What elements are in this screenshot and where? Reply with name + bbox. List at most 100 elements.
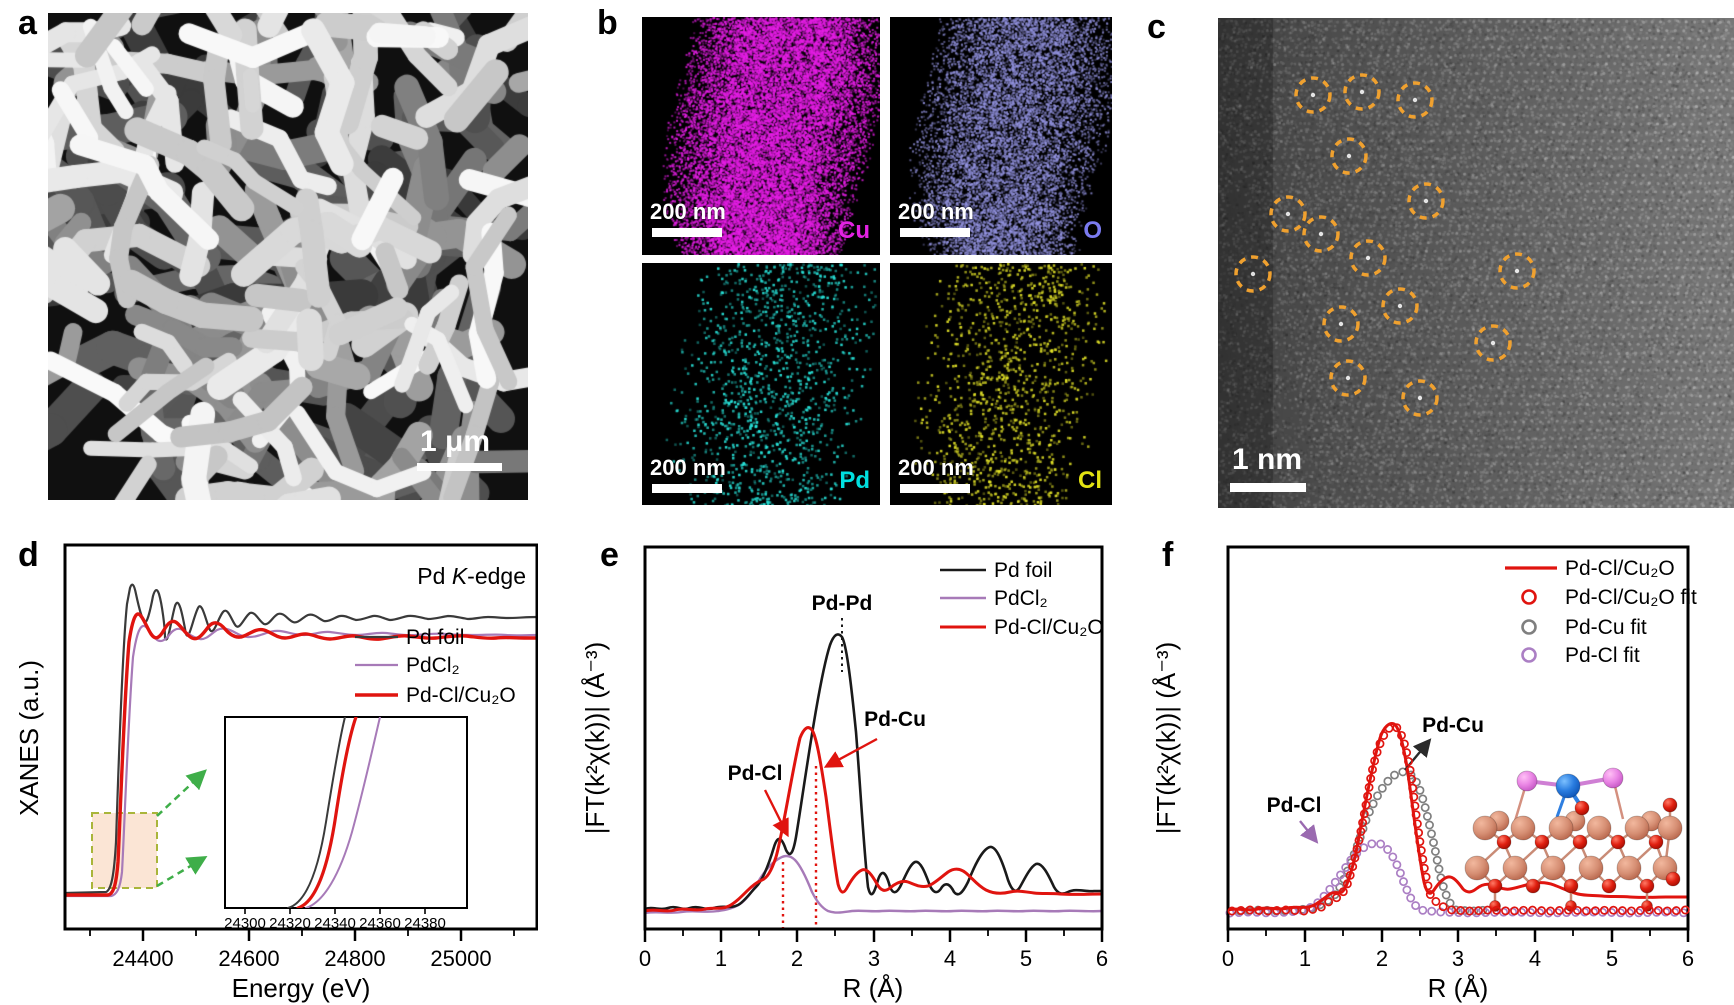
sem-scalebar-label: 1 μm: [420, 425, 491, 458]
f-ann-pd-cu: Pd-Cu: [1422, 714, 1484, 737]
xanes-pdcl-cu2o: [65, 612, 537, 897]
eds-cu-element-label: Cu: [838, 217, 870, 244]
exafs-pdcl-cu2o: [645, 726, 1102, 913]
f-tick-5: 5: [1606, 946, 1618, 971]
xanes-legend: Pd foil PdCl₂ Pd-Cl/Cu₂O: [355, 626, 516, 707]
eds-cl-scalebar-label: 200 nm: [898, 455, 974, 480]
xanes-minor-ticks: [89, 929, 515, 936]
xanes-title: Pd K-edge: [417, 563, 526, 589]
xanes-tick-24600: 24600: [218, 946, 279, 971]
f-tick-0: 0: [1222, 946, 1234, 971]
f-legend-circle-pdcufit: [1521, 619, 1537, 635]
e-legend-label-pd-foil: Pd foil: [994, 559, 1052, 582]
e-ylabel: |FT(k²χ(k))| (Å⁻³): [580, 642, 610, 834]
ann-pd-pd: Pd-Pd: [812, 592, 873, 615]
f-legend-circle-redfit: [1521, 589, 1537, 605]
eds-map-pd-image: [642, 263, 880, 505]
inset-ticks: [244, 908, 426, 914]
e-tick-4: 4: [944, 946, 956, 971]
inset-pd-foil: [287, 717, 346, 908]
stem-scalebar: [1230, 483, 1306, 492]
f-minor-ticks: [1265, 929, 1651, 936]
f-ann-pd-cl-arrow: [1299, 820, 1319, 844]
panel-label-c: c: [1147, 8, 1166, 46]
e-legend-label-pdcl-cu2o: Pd-Cl/Cu₂O: [994, 616, 1104, 639]
e-legend-label-pdcl2: PdCl₂: [994, 587, 1048, 610]
cu2o-pd-cl-model: [1464, 767, 1683, 912]
legend-label-pd-foil: Pd foil: [406, 626, 464, 649]
eds-map-cu: 200 nm Cu: [642, 17, 880, 255]
exafs-minor-ticks: [682, 929, 1065, 936]
f-ann-pd-cl: Pd-Cl: [1267, 794, 1322, 817]
eds-map-pd: 200 nm Pd: [642, 263, 880, 505]
exafs-fit-pdcl-cu2o-line: [1227, 722, 1688, 912]
eds-map-cl-image: [890, 263, 1112, 505]
e-tick-0: 0: [639, 946, 651, 971]
stem-image: [1218, 18, 1734, 508]
xanes-tick-25000: 25000: [430, 946, 491, 971]
f-legend-label-line: Pd-Cl/Cu₂O: [1565, 557, 1675, 580]
exafs-legend: Pd foil PdCl₂ Pd-Cl/Cu₂O: [940, 559, 1104, 639]
exafs-fit-legend: Pd-Cl/Cu₂O Pd-Cl/Cu₂O fit Pd-Cu fit Pd-C…: [1505, 557, 1697, 667]
eds-cl-scalebar: [900, 484, 970, 493]
panel-label-f: f: [1162, 536, 1174, 574]
eds-map-o: 200 nm O: [890, 17, 1112, 255]
f-legend-circle-pdclfit: [1521, 647, 1537, 663]
e-tick-2: 2: [791, 946, 803, 971]
fit-pd-cu-guide: [1240, 772, 1488, 911]
f-legend-label-pdclfit: Pd-Cl fit: [1565, 644, 1640, 667]
xanes-tick-24400: 24400: [112, 946, 173, 971]
xanes-inset-frame: [224, 716, 468, 909]
sem-scalebar: [417, 463, 502, 471]
xanes-major-ticks: [141, 929, 463, 941]
e-tick-5: 5: [1020, 946, 1032, 971]
panel-label-e: e: [600, 536, 619, 574]
exafs-pd-foil: [645, 633, 1102, 911]
exafs-chart: Pd-Pd Pd-Cu Pd-Cl 0 1 2 3 4 5 6 R (Å) |F…: [580, 545, 1108, 1003]
f-xlabel: R (Å): [1428, 973, 1489, 1003]
eds-pd-scalebar: [652, 484, 722, 493]
xanes-frame: [63, 543, 538, 931]
e-xlabel: R (Å): [843, 973, 904, 1003]
ann-pd-cu-arrow: [823, 737, 878, 768]
f-ylabel: |FT(k²χ(k))| (Å⁻³): [1151, 642, 1181, 834]
panel-label-b: b: [597, 4, 618, 42]
xanes-tick-24800: 24800: [324, 946, 385, 971]
xanes-xlabel: Energy (eV): [232, 973, 371, 1003]
f-legend-label-redfit: Pd-Cl/Cu₂O fit: [1565, 586, 1697, 609]
panel-label-a: a: [18, 4, 37, 42]
sem-image-panel: 1 μm: [48, 13, 528, 500]
eds-cu-scalebar-label: 200 nm: [650, 199, 726, 224]
zoom-arrow-upper: [156, 769, 207, 817]
ann-pd-cu: Pd-Cu: [864, 708, 926, 731]
f-tick-2: 2: [1376, 946, 1388, 971]
ann-pd-cl-arrow: [763, 789, 789, 838]
eds-o-scalebar: [900, 228, 970, 237]
e-tick-1: 1: [715, 946, 727, 971]
eds-pd-scalebar-label: 200 nm: [650, 455, 726, 480]
legend-label-pdcl-cu2o: Pd-Cl/Cu₂O: [406, 684, 516, 707]
inset-pdcl2: [305, 717, 381, 908]
exafs-major-ticks: [643, 929, 1104, 942]
f-legend-label-pdcufit: Pd-Cu fit: [1565, 616, 1647, 639]
stem-scalebar-label: 1 nm: [1232, 443, 1303, 476]
panel-label-d: d: [18, 536, 39, 574]
stem-image-panel: 1 nm: [1218, 18, 1734, 508]
sem-image: [48, 13, 528, 500]
zoom-arrow-lower: [156, 855, 208, 888]
f-major-ticks: [1226, 929, 1690, 942]
eds-o-scalebar-label: 200 nm: [898, 199, 974, 224]
eds-cl-element-label: Cl: [1078, 467, 1102, 494]
f-tick-3: 3: [1452, 946, 1464, 971]
eds-map-cl: 200 nm Cl: [890, 263, 1112, 505]
xanes-pdcl2: [65, 624, 537, 898]
exafs-fit-chart: Pd-Cu Pd-Cl 0 1 2 3 4 5 6 R (Å) |FT(k²χ(…: [1151, 545, 1697, 1003]
xanes-chart: 24300 24320 24340 24360 24380 24400 2460…: [18, 543, 538, 1003]
single-atom-circles: [1234, 73, 1536, 417]
ann-pd-cl: Pd-Cl: [728, 762, 783, 785]
e-tick-3: 3: [868, 946, 880, 971]
f-tick-4: 4: [1529, 946, 1541, 971]
eds-map-o-image: [890, 17, 1112, 255]
eds-pd-element-label: Pd: [839, 467, 870, 494]
